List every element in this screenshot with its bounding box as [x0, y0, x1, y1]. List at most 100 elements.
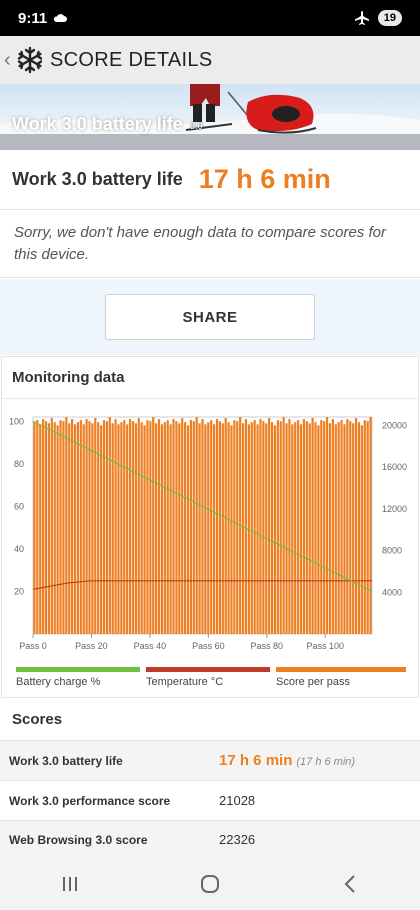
- score-bar: [215, 419, 219, 634]
- score-bar: [186, 425, 190, 634]
- x-tick-label: Pass 60: [192, 641, 225, 651]
- score-bar: [68, 423, 71, 634]
- score-bar: [56, 425, 59, 634]
- score-bar: [42, 419, 45, 634]
- score-bar: [79, 420, 82, 634]
- recent-apps-icon: [63, 877, 77, 891]
- score-bar: [149, 421, 152, 634]
- score-bar: [233, 420, 236, 634]
- score-bar: [128, 419, 132, 634]
- score-bar: [85, 419, 88, 634]
- monitoring-card: Monitoring data 100 80 60 40 20 20000 16000 120…: [1, 356, 419, 698]
- score-bar: [114, 419, 117, 634]
- score-bar: [76, 422, 80, 634]
- score-bar: [349, 421, 352, 634]
- score-bar: [279, 421, 282, 634]
- score-bar: [134, 423, 137, 634]
- score-bar: [299, 424, 303, 634]
- score-bar: [311, 418, 314, 634]
- score-bar: [102, 420, 106, 634]
- score-bar: [47, 423, 51, 634]
- score-bar: [99, 425, 103, 634]
- score-bar: [123, 420, 126, 634]
- chart-legend: Battery charge % Temperature °C Score pe…: [2, 665, 420, 695]
- score-bar: [221, 423, 224, 634]
- back-button[interactable]: [320, 864, 380, 904]
- score-bar: [198, 423, 201, 634]
- score-bar: [73, 424, 77, 634]
- score-bar: [36, 420, 39, 634]
- y-left-tick-label: 80: [14, 459, 24, 469]
- home-button[interactable]: [180, 864, 240, 904]
- score-bar: [282, 417, 285, 634]
- monitoring-title: Monitoring data: [2, 357, 418, 399]
- score-bar: [337, 422, 340, 634]
- score-bar: [331, 419, 334, 634]
- result-value: 17 h 6 min: [198, 164, 331, 194]
- battery-line: [32, 420, 373, 592]
- score-value: 17 h 6 min (17 h 6 min): [219, 752, 356, 769]
- score-bar: [62, 421, 65, 634]
- score-bar: [207, 422, 210, 634]
- y-left-tick-label: 100: [9, 416, 24, 426]
- score-bar: [294, 422, 297, 634]
- score-bar: [288, 419, 291, 634]
- score-bar: [276, 420, 279, 634]
- score-bar: [244, 419, 248, 634]
- score-bar: [201, 419, 204, 634]
- score-bar: [59, 420, 62, 634]
- score-bar: [212, 424, 216, 634]
- back-icon: [344, 875, 355, 893]
- score-bar: [273, 425, 277, 634]
- score-bar: [320, 420, 323, 634]
- recent-apps-button[interactable]: [40, 864, 100, 904]
- score-bar: [308, 423, 311, 634]
- score-value: 21028: [219, 793, 256, 808]
- status-bar: 9:11 19: [0, 0, 420, 36]
- score-row-web-browsing: Web Browsing 3.0 score 22326: [0, 820, 420, 858]
- score-bar: [227, 422, 230, 634]
- score-bar: [224, 418, 227, 634]
- score-row-performance: Work 3.0 performance score 21028: [0, 780, 420, 820]
- score-bar: [340, 420, 343, 634]
- score-bar: [44, 421, 48, 634]
- hero-banner: Work 3.0 battery life 3.0: [0, 84, 420, 150]
- score-bar: [230, 425, 233, 634]
- score-bar: [108, 417, 111, 634]
- airplane-mode-icon: [354, 11, 369, 25]
- y-right-tick-label: 20000: [382, 420, 407, 430]
- score-bar: [50, 418, 53, 634]
- score-bar: [91, 423, 94, 634]
- app-bar: ‹ SCORE DETAILS: [0, 36, 420, 84]
- score-bar: [253, 420, 256, 634]
- scores-title: Scores: [0, 698, 420, 740]
- score-label: Work 3.0 battery life: [9, 753, 123, 768]
- y-right-tick-label: 16000: [382, 462, 407, 472]
- y-left-tick-label: 20: [14, 586, 24, 596]
- legend-battery: Battery charge %: [16, 667, 140, 688]
- share-button[interactable]: SHARE: [105, 294, 315, 340]
- score-bar: [120, 422, 123, 634]
- score-bar: [314, 422, 317, 634]
- score-bar: [236, 421, 239, 634]
- score-value: 22326: [219, 832, 256, 847]
- x-tick-label: Pass 20: [75, 641, 108, 651]
- page-title: SCORE DETAILS: [50, 48, 213, 71]
- score-bar: [302, 419, 306, 634]
- score-bar: [189, 420, 193, 634]
- y-right-tick-label: 8000: [382, 546, 402, 556]
- score-bar: [137, 418, 140, 634]
- app-logo-icon[interactable]: [16, 46, 44, 74]
- score-bar: [117, 424, 120, 634]
- back-chevron-icon[interactable]: ‹: [4, 48, 11, 71]
- score-bar: [169, 424, 172, 634]
- score-bar: [317, 425, 320, 634]
- comparison-notice: Sorry, we don't have enough data to comp…: [0, 210, 420, 278]
- score-bar: [105, 421, 108, 634]
- score-bar: [268, 418, 271, 634]
- score-label: Work 3.0 performance score: [9, 793, 171, 808]
- result-label: Work 3.0 battery life: [12, 169, 183, 189]
- score-bar: [88, 421, 91, 634]
- score-bar: [126, 424, 129, 634]
- score-bar: [157, 419, 161, 634]
